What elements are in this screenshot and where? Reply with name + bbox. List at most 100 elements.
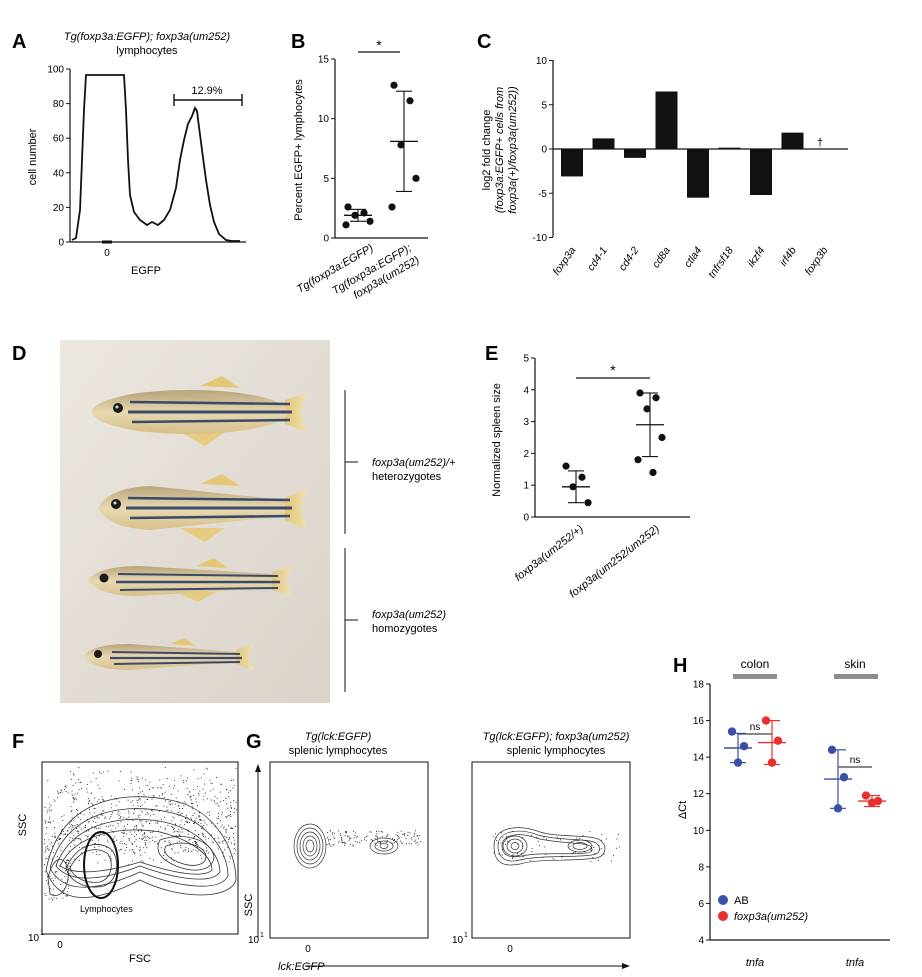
panel-f-event [145, 808, 147, 810]
panel-f-event [99, 827, 101, 829]
panel-f-event [127, 864, 129, 866]
panel-f-event [181, 842, 183, 844]
panel-f-event [114, 827, 116, 829]
panel-f-event [228, 796, 230, 798]
panel-f-event [156, 843, 158, 845]
panel-f-event [120, 849, 121, 851]
panel-g-event [330, 845, 332, 847]
panel-g-event [545, 854, 547, 855]
panel-f-event [51, 878, 53, 880]
panel-g-event [493, 852, 495, 854]
panel-g-event [330, 830, 331, 832]
panel-f-event [164, 827, 166, 829]
panel-g-event [342, 842, 344, 843]
panel-f-event [198, 794, 200, 796]
panel-f-event [177, 801, 179, 803]
panel-f-event [111, 803, 113, 805]
panel-f-event [139, 798, 141, 800]
panel-f-event [76, 830, 78, 832]
panel-f-event [71, 793, 73, 795]
panel-f-event [201, 834, 203, 836]
panel-f-event [44, 807, 46, 808]
panel-f-event [132, 849, 134, 850]
panel-f-event [178, 815, 180, 817]
panel-g-event [495, 833, 496, 835]
panel-g-event [416, 835, 418, 836]
panel-f-event [128, 839, 130, 841]
panel-f-event [45, 858, 47, 860]
panel-f-event [88, 821, 90, 823]
panel-f-event [177, 831, 179, 833]
panel-f-event [87, 835, 89, 837]
panel-f-event [98, 832, 100, 834]
panel-f-event [187, 830, 189, 832]
panel-f-event [48, 821, 50, 823]
panel-f-x-label: FSC [129, 953, 151, 965]
panel-f-event [64, 785, 66, 787]
panel-f-event [174, 852, 176, 854]
panel-f-event [68, 850, 70, 852]
panel-e-x-tick-1: foxp3a(um252/+) [513, 523, 586, 584]
panel-f-event [231, 842, 232, 844]
panel-g-right-frame [471, 761, 631, 939]
panel-g-event [378, 831, 380, 833]
panel-f-event [85, 825, 86, 826]
panel-f-event [98, 799, 100, 801]
panel-f-event [180, 820, 182, 822]
panel-g-event [507, 840, 509, 842]
panel-f-event [207, 768, 208, 770]
panel-f-event [147, 813, 149, 815]
panel-f-event [74, 799, 75, 801]
panel-f-event [216, 777, 217, 778]
panel-g-event [359, 842, 361, 844]
panel-f-event [168, 801, 170, 803]
panel-f-event [222, 812, 223, 814]
panel-g-right-contours [493, 827, 606, 866]
panel-f-event [75, 798, 77, 800]
panel-f-event [188, 833, 189, 835]
panel-g-event [531, 835, 533, 836]
panel-g-y-tick: 10 [248, 935, 260, 946]
panel-f-event [140, 829, 142, 830]
panel-f-event [76, 824, 78, 825]
panel-g-event [367, 835, 369, 837]
panel-f-event [164, 829, 166, 830]
panel-f-event [223, 840, 225, 842]
panel-f-event [216, 797, 218, 799]
panel-g-event [354, 835, 356, 836]
panel-f-event [109, 855, 111, 857]
panel-f-event [49, 888, 51, 890]
panel-f-event [131, 842, 133, 844]
panel-f-event [210, 799, 212, 801]
panel-g-event [537, 840, 539, 842]
panel-f-event [102, 799, 104, 801]
panel-f-event [190, 818, 192, 820]
panel-g-event [328, 840, 329, 842]
panel-f-event [115, 805, 117, 807]
panel-e-g2-point [636, 389, 644, 397]
panel-f-event [65, 786, 67, 788]
panel-g-event [326, 844, 328, 846]
panel-g-event [355, 841, 356, 843]
panel-f-event [78, 779, 79, 781]
panel-f-event [187, 821, 188, 823]
panel-e-g1-point [584, 499, 592, 507]
panel-f-event [146, 812, 148, 814]
panel-g-event [493, 843, 495, 845]
panel-g-event [606, 838, 607, 840]
panel-f-event [171, 848, 173, 849]
panel-f-event [179, 831, 181, 833]
panel-f-event [201, 819, 203, 821]
panel-f-event [233, 784, 235, 786]
panel-f-event [217, 848, 219, 850]
panel-f-event [120, 821, 122, 823]
x-tick-cd4-1: cd4-1 [585, 245, 610, 273]
panel-f-event [225, 831, 227, 833]
panel-f-event [126, 847, 127, 848]
panel-f-event [172, 849, 173, 851]
panel-f-event [133, 835, 135, 837]
panel-f-event [57, 856, 58, 857]
panel-f-event [219, 791, 221, 793]
panel-f-event [229, 856, 231, 857]
panel-f-event [137, 830, 139, 832]
